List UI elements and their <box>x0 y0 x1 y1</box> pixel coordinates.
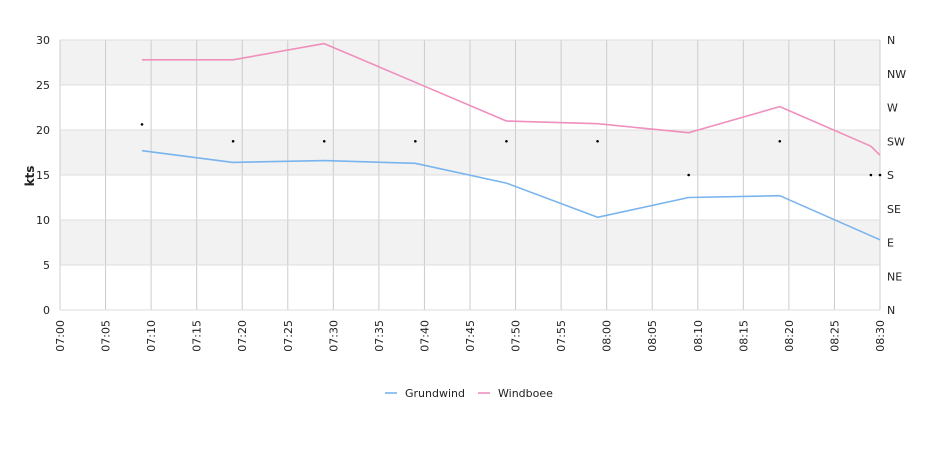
x-tick-label: 08:00 <box>601 320 614 352</box>
x-tick-label: 07:05 <box>100 320 113 352</box>
y-axis-ticks: 0 5 10 15 20 25 30 <box>36 34 50 317</box>
direction-point <box>505 139 508 143</box>
legend-entry: Grundwind <box>405 387 465 400</box>
direction-point <box>596 139 599 143</box>
x-axis-ticks: 07:00 07:05 07:10 07:15 07:20 07:25 07:30 07:35… <box>54 320 887 352</box>
x-tick-label: 07:25 <box>282 320 295 352</box>
series-line-windboee <box>142 42 881 156</box>
direction-points <box>140 123 882 177</box>
x-tick-label: 07:35 <box>373 320 386 352</box>
x-tick-label: 07:20 <box>236 320 249 352</box>
x-tick-label: 07:15 <box>191 320 204 352</box>
y-tick-label: 10 <box>36 214 50 227</box>
x-tick-label: 07:45 <box>464 320 477 352</box>
legend: Grundwind Windboee <box>385 387 553 400</box>
x-tick-label: 07:55 <box>555 320 568 352</box>
right-axis-label: N <box>887 34 895 47</box>
direction-point <box>878 173 882 177</box>
y-tick-label: 25 <box>36 79 50 92</box>
x-tick-label: 07:30 <box>327 320 340 352</box>
x-tick-label: 07:50 <box>510 320 523 352</box>
y-tick-label: 30 <box>36 34 50 47</box>
right-axis-ticks: N NE E SE S SW W NW N <box>887 34 906 317</box>
y-tick-label: 5 <box>43 259 50 272</box>
series-line-grundwind <box>141 149 881 241</box>
right-axis-label: E <box>887 237 894 250</box>
direction-point <box>322 139 326 143</box>
x-tick-label: 08:20 <box>783 320 796 352</box>
direction-point <box>869 173 873 177</box>
x-tick-label: 08:10 <box>692 320 705 352</box>
x-tick-label: 08:05 <box>646 320 659 352</box>
grid-lines <box>59 39 881 311</box>
right-axis-label: NE <box>887 270 902 283</box>
y-tick-label: 20 <box>36 124 50 137</box>
direction-point <box>140 123 144 126</box>
right-axis-label: S <box>887 169 894 182</box>
right-axis-label: SE <box>887 203 901 216</box>
legend-entry: Windboee <box>498 387 553 400</box>
y-tick-label: 0 <box>43 304 50 317</box>
direction-point <box>687 173 690 177</box>
x-tick-label: 08:30 <box>874 320 887 352</box>
x-tick-label: 07:40 <box>418 320 431 352</box>
y-axis-label: kts <box>23 166 37 187</box>
right-axis-label: N <box>887 304 895 317</box>
right-axis-label: SW <box>887 135 905 148</box>
direction-point <box>414 139 417 143</box>
right-axis-label: W <box>887 102 898 115</box>
direction-point <box>778 139 782 143</box>
right-axis-label: NW <box>887 68 906 81</box>
x-tick-label: 08:15 <box>737 320 750 352</box>
direction-point <box>231 139 235 143</box>
x-tick-label: 07:00 <box>54 320 67 352</box>
x-tick-label: 08:25 <box>828 320 841 352</box>
y-tick-label: 15 <box>36 169 50 182</box>
series-lines <box>141 42 881 241</box>
x-tick-label: 07:10 <box>145 320 158 352</box>
